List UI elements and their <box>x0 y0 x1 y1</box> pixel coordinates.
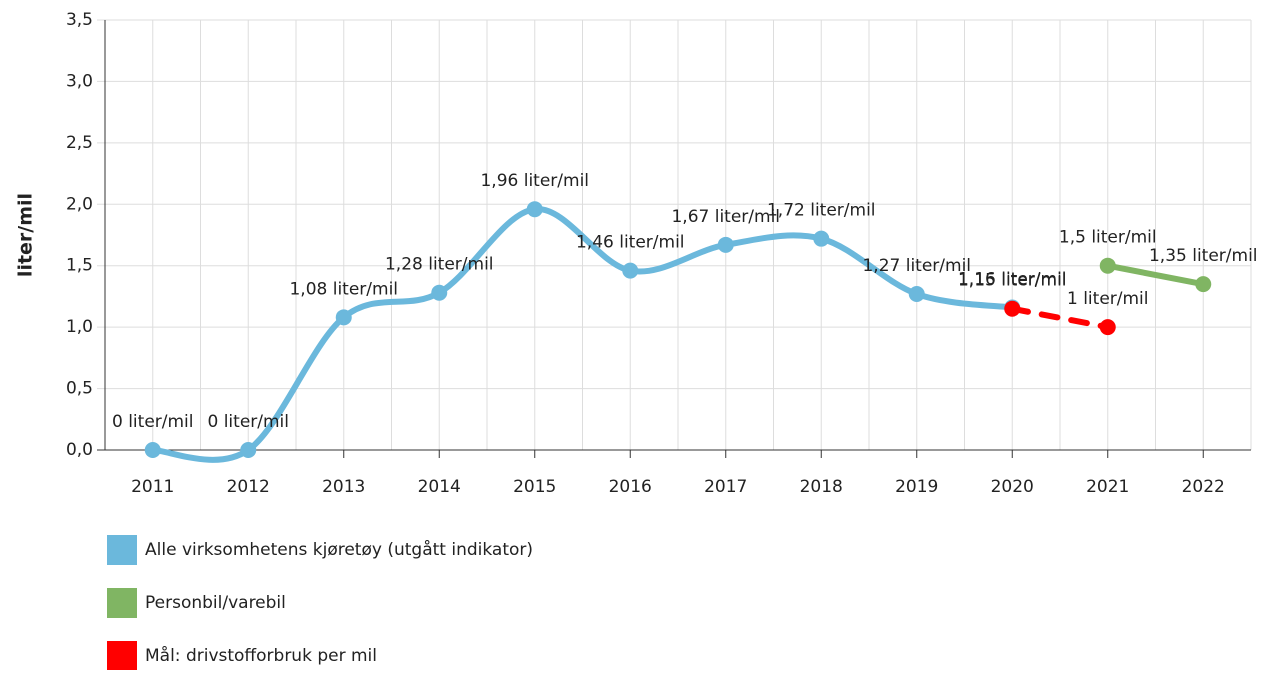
x-tick-label: 2016 <box>609 477 652 497</box>
series-line <box>149 206 1016 463</box>
data-label: 1,28 liter/mil <box>385 255 494 275</box>
data-point <box>335 309 352 326</box>
data-label: 1,46 liter/mil <box>576 233 685 253</box>
data-point <box>717 236 734 253</box>
data-label: 1,27 liter/mil <box>862 256 971 276</box>
data-label: 1,35 liter/mil <box>1149 246 1258 266</box>
data-label: 1,72 liter/mil <box>767 201 876 221</box>
data-point <box>908 285 925 302</box>
y-tick-label: 0,0 <box>66 440 93 460</box>
y-tick-label: 3,5 <box>66 10 93 30</box>
data-label: 0 liter/mil <box>207 412 289 432</box>
data-label: 1,08 liter/mil <box>289 279 398 299</box>
y-tick-label: 2,0 <box>66 194 93 214</box>
x-tick-label: 2013 <box>322 477 365 497</box>
y-tick-label: 1,0 <box>66 317 93 337</box>
x-tick-label: 2020 <box>991 477 1034 497</box>
y-tick-label: 0,5 <box>66 379 93 399</box>
x-tick-label: 2012 <box>227 477 270 497</box>
data-point <box>1099 319 1116 336</box>
data-label: 1,15 liter/mil <box>958 271 1067 291</box>
x-tick-label: 2022 <box>1182 477 1225 497</box>
data-label: 1,96 liter/mil <box>480 171 589 191</box>
data-point <box>144 442 161 458</box>
y-axis-label: liter/mil <box>15 193 37 277</box>
data-label: 1 liter/mil <box>1067 289 1149 309</box>
x-tick-label: 2019 <box>895 477 938 497</box>
data-point <box>526 201 543 218</box>
legend-label: Alle virksomhetens kjøretøy (utgått indi… <box>145 539 533 560</box>
data-label: 1,67 liter/mil <box>671 207 780 227</box>
legend-swatch <box>107 588 137 618</box>
series-line <box>1104 262 1207 288</box>
legend-label: Personbil/varebil <box>145 593 286 613</box>
x-tick-label: 2011 <box>131 477 174 497</box>
data-point <box>1004 300 1021 317</box>
data-point <box>1099 257 1116 274</box>
legend-swatch <box>107 535 137 565</box>
data-point <box>813 230 830 247</box>
y-tick-label: 3,0 <box>66 71 93 91</box>
legend-label: Mål: drivstofforbruk per mil <box>145 645 377 666</box>
y-tick-label: 1,5 <box>66 256 93 276</box>
data-label: 1,5 liter/mil <box>1059 228 1157 248</box>
x-tick-label: 2017 <box>704 477 747 497</box>
x-tick-label: 2015 <box>513 477 556 497</box>
data-point <box>622 262 639 279</box>
data-point <box>431 284 448 301</box>
y-tick-label: 2,5 <box>66 133 93 153</box>
data-point <box>240 442 257 458</box>
data-point <box>1195 276 1212 293</box>
series-line <box>1009 305 1111 331</box>
x-tick-label: 2018 <box>800 477 843 497</box>
data-label: 1,16 liter/mil <box>958 269 1067 289</box>
x-tick-label: 2021 <box>1086 477 1129 497</box>
data-label: 0 liter/mil <box>112 412 194 432</box>
legend-swatch <box>107 641 137 671</box>
x-tick-label: 2014 <box>418 477 461 497</box>
